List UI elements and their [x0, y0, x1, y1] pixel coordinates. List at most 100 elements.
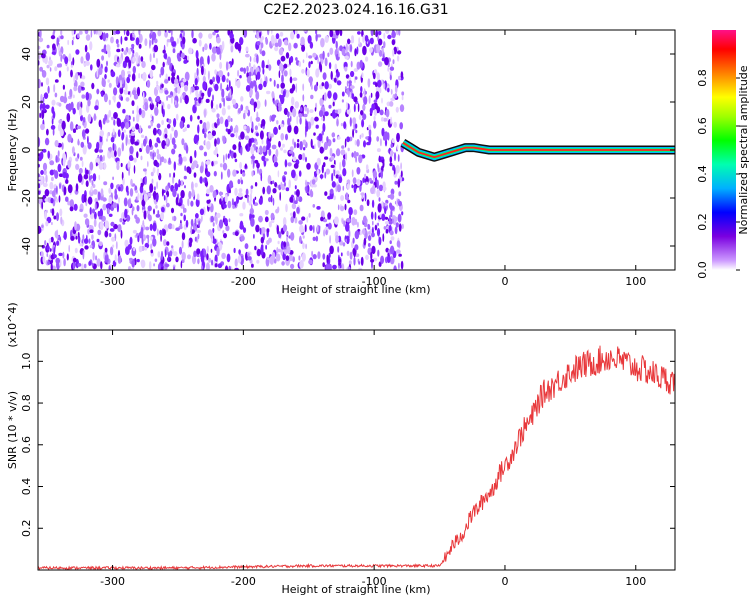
- noise-speck: [40, 170, 44, 175]
- noise-speck: [258, 215, 263, 223]
- noise-speck: [161, 119, 165, 126]
- noise-speck: [47, 85, 50, 94]
- noise-speck: [392, 49, 395, 57]
- noise-speck: [164, 145, 167, 150]
- noise-speck: [254, 125, 258, 131]
- noise-speck: [395, 106, 399, 113]
- noise-speck: [115, 76, 119, 86]
- noise-speck: [302, 139, 307, 146]
- noise-speck: [331, 132, 336, 138]
- noise-speck: [352, 128, 355, 138]
- noise-speck: [252, 30, 256, 33]
- noise-speck: [44, 189, 50, 197]
- noise-speck: [303, 30, 307, 33]
- noise-speck: [237, 179, 241, 185]
- noise-speck: [325, 263, 330, 270]
- noise-speck: [291, 96, 295, 106]
- noise-speck: [129, 91, 132, 98]
- noise-speck: [261, 60, 265, 69]
- noise-speck: [313, 84, 318, 92]
- noise-speck: [171, 224, 175, 230]
- noise-speck: [136, 151, 139, 159]
- noise-speck: [361, 72, 364, 79]
- noise-speck: [316, 157, 321, 166]
- noise-speck: [370, 92, 373, 98]
- noise-speck: [212, 238, 217, 244]
- noise-speck: [140, 155, 143, 161]
- noise-speck: [290, 31, 295, 40]
- noise-speck: [254, 84, 258, 93]
- noise-speck: [255, 90, 260, 100]
- noise-speck: [119, 218, 123, 223]
- x-tick-label: -300: [100, 275, 125, 288]
- noise-speck: [397, 178, 401, 188]
- noise-speck: [132, 110, 135, 115]
- noise-speck: [100, 261, 103, 270]
- noise-speck: [179, 120, 184, 129]
- noise-speck: [196, 193, 200, 201]
- noise-speck: [140, 259, 146, 269]
- noise-speck: [82, 249, 85, 260]
- noise-speck: [88, 261, 92, 266]
- noise-speck: [75, 183, 79, 192]
- noise-speck: [270, 194, 273, 203]
- noise-speck: [140, 178, 143, 183]
- noise-speck: [319, 146, 324, 154]
- noise-speck: [302, 107, 304, 117]
- noise-speck: [304, 106, 308, 112]
- noise-speck: [361, 192, 364, 200]
- noise-speck: [132, 65, 136, 74]
- noise-speck: [100, 123, 103, 131]
- noise-speck: [194, 236, 197, 242]
- noise-speck: [102, 203, 107, 211]
- noise-speck: [129, 188, 134, 197]
- noise-speck: [202, 81, 207, 91]
- noise-speck: [148, 96, 152, 102]
- noise-speck: [362, 215, 367, 224]
- noise-speck: [296, 142, 300, 149]
- noise-speck: [120, 229, 123, 239]
- noise-speck: [383, 82, 386, 90]
- noise-speck: [273, 79, 276, 87]
- noise-speck: [331, 172, 334, 182]
- noise-speck: [352, 177, 357, 185]
- noise-speck: [293, 42, 298, 49]
- noise-speck: [116, 101, 121, 109]
- noise-speck: [318, 133, 323, 142]
- noise-speck: [84, 245, 89, 250]
- noise-speck: [300, 36, 305, 46]
- snr-y-scale-note: (x10^4): [6, 302, 19, 347]
- noise-speck: [85, 169, 89, 175]
- noise-speck: [122, 221, 126, 225]
- noise-speck: [301, 44, 306, 52]
- noise-speck: [190, 218, 194, 227]
- noise-speck: [371, 232, 375, 238]
- noise-speck: [149, 223, 153, 231]
- noise-speck: [327, 195, 332, 200]
- noise-speck: [208, 257, 212, 263]
- noise-speck: [289, 76, 293, 84]
- noise-speck: [247, 195, 249, 204]
- noise-speck: [77, 138, 80, 146]
- noise-speck: [108, 82, 112, 88]
- noise-speck: [93, 189, 98, 195]
- noise-speck: [398, 75, 401, 81]
- noise-speck: [356, 167, 361, 175]
- noise-speck: [354, 48, 357, 57]
- noise-speck: [128, 155, 134, 161]
- noise-speck: [233, 152, 237, 159]
- noise-speck: [368, 128, 372, 138]
- noise-speck: [171, 41, 177, 47]
- noise-speck: [366, 199, 370, 207]
- noise-speck: [204, 177, 207, 184]
- noise-speck: [346, 136, 350, 143]
- noise-speck: [358, 267, 363, 270]
- noise-speck: [398, 253, 402, 257]
- noise-speck: [249, 56, 252, 62]
- noise-speck: [51, 190, 56, 198]
- noise-speck: [97, 210, 101, 217]
- noise-speck: [128, 48, 132, 55]
- noise-speck: [383, 41, 386, 49]
- noise-speck: [363, 88, 366, 98]
- noise-speck: [347, 38, 351, 45]
